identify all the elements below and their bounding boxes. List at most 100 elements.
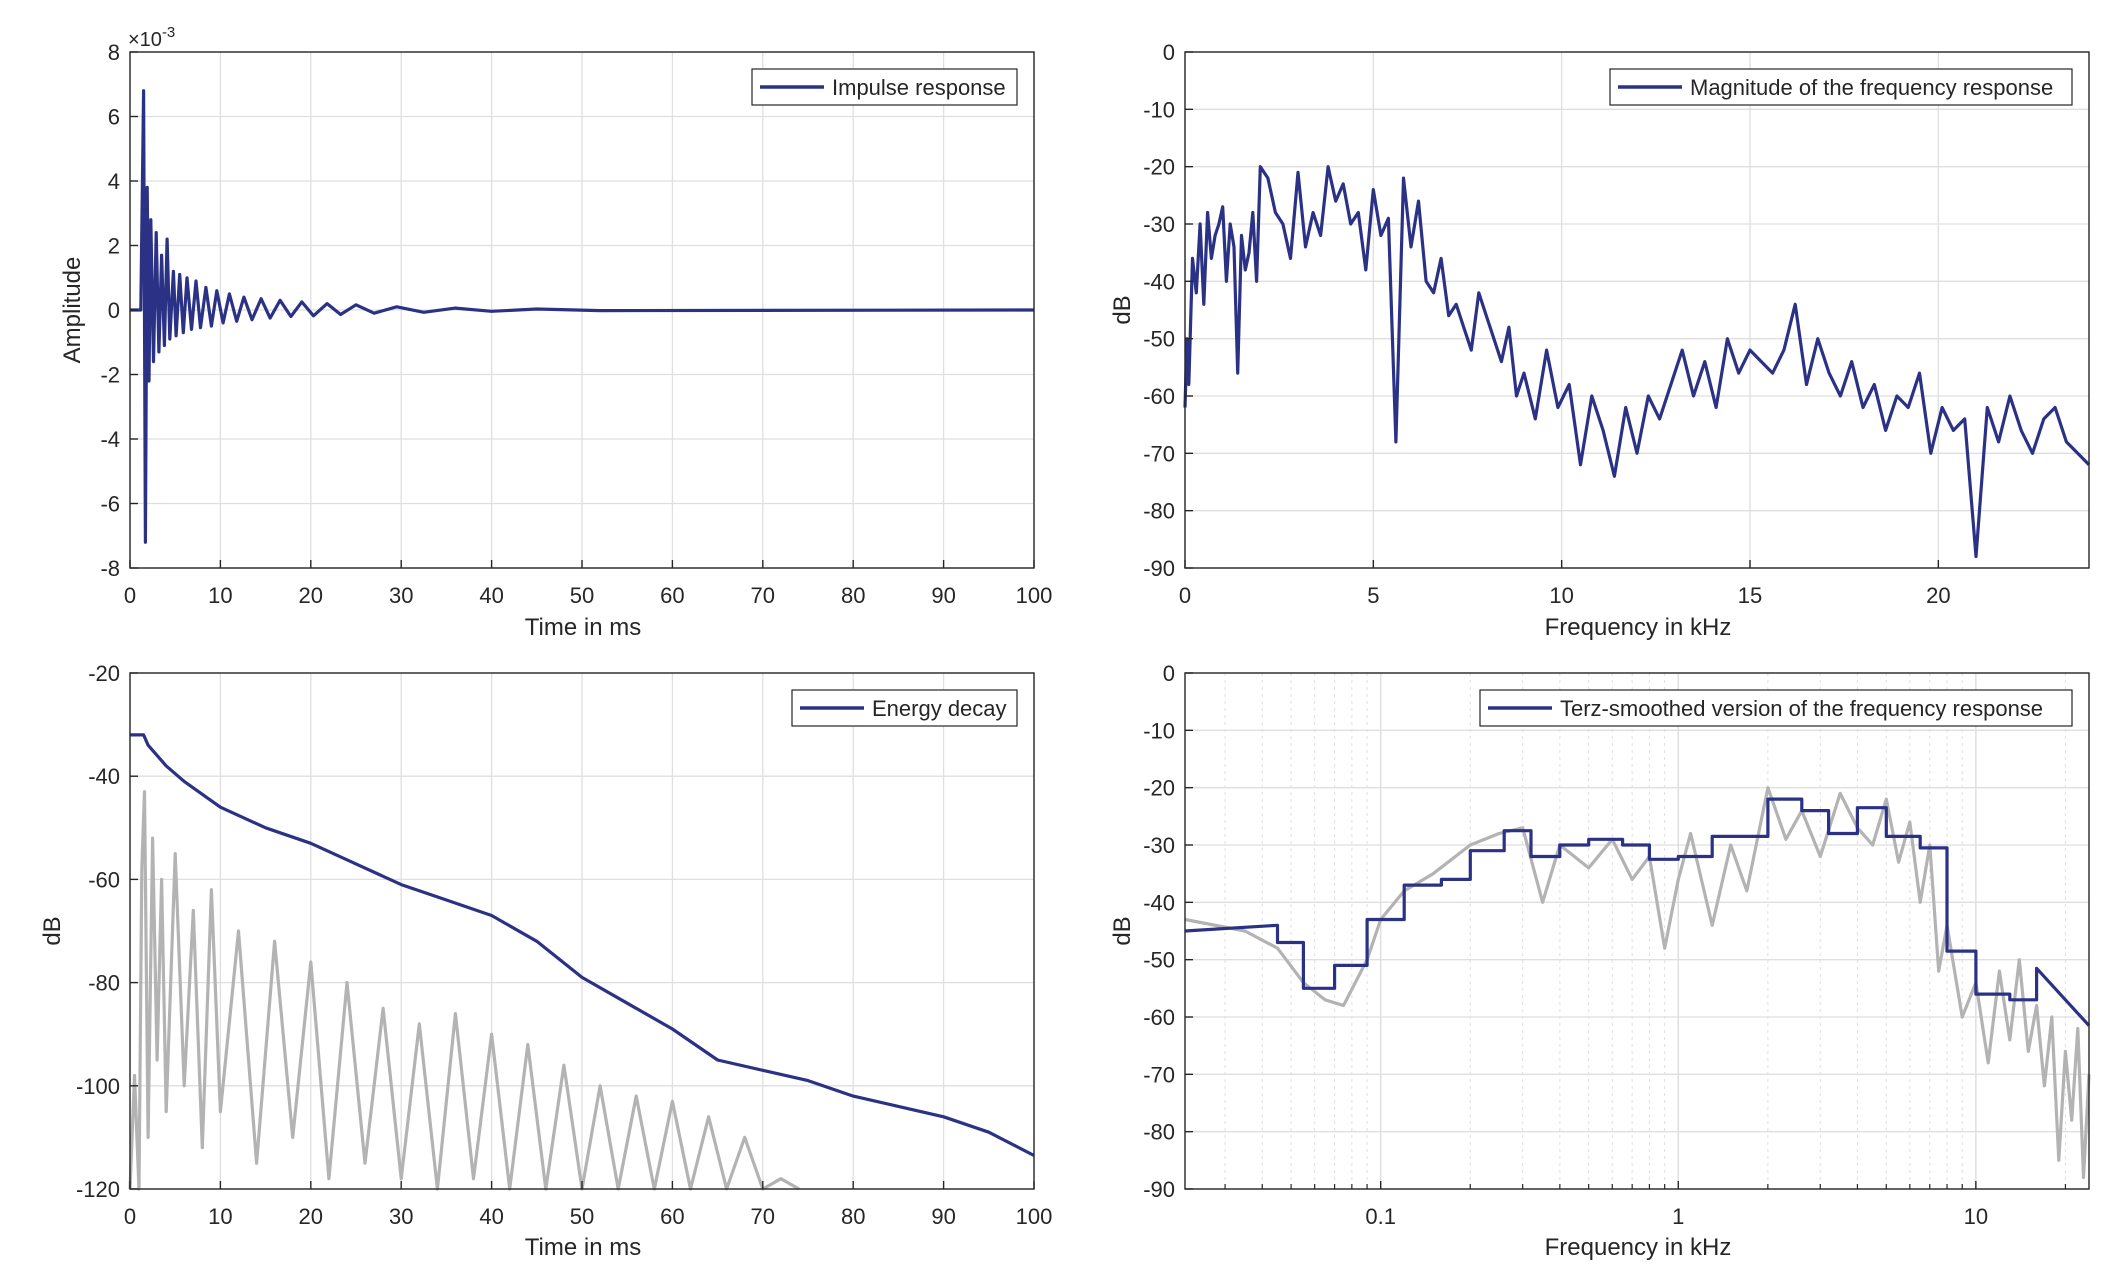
energy-series-line xyxy=(130,733,1035,1157)
y-tick-label: -60 xyxy=(1143,1005,1175,1030)
x-tick-label: 70 xyxy=(751,583,775,608)
magnitude-legend: Magnitude of the frequency response xyxy=(1609,68,2073,106)
y-tick-label: 0 xyxy=(1163,40,1175,65)
x-tick-label: 0 xyxy=(124,1204,136,1229)
y-tick-label: -8 xyxy=(100,556,120,581)
x-tick-label: 30 xyxy=(389,583,413,608)
y-tick-label: -20 xyxy=(1143,776,1175,801)
legend-label: Magnitude of the frequency response xyxy=(1690,75,2053,100)
x-tick-label: 30 xyxy=(389,1204,413,1229)
x-tick-label: 80 xyxy=(841,1204,865,1229)
x-tick-label: 60 xyxy=(660,1204,684,1229)
exponent-power: -3 xyxy=(162,24,175,41)
x-tick-label: 90 xyxy=(931,1204,955,1229)
y-tick-label: -40 xyxy=(1143,269,1175,294)
y-tick-label: 2 xyxy=(108,234,120,259)
x-tick-label: 60 xyxy=(660,583,684,608)
y-tick-label: -120 xyxy=(76,1177,120,1202)
y-tick-label: -60 xyxy=(1143,384,1175,409)
x-tick-label: 10 xyxy=(208,583,232,608)
energy-xlabel: Time in ms xyxy=(525,1234,641,1261)
y-tick-label: -80 xyxy=(1143,1120,1175,1145)
energy-ylabel: dB xyxy=(39,916,66,945)
y-tick-label: -90 xyxy=(1143,556,1175,581)
legend-label: Terz-smoothed version of the frequency r… xyxy=(1560,696,2043,721)
y-tick-label: -50 xyxy=(1143,948,1175,973)
y-tick-label: -70 xyxy=(1143,441,1175,466)
frequency-magnitude-panel: Frequency in kHz dB 0 5 10 15 20 0 -10 -20 -30 -4… xyxy=(1109,40,2091,641)
x-tick-label: 10 xyxy=(1964,1204,1988,1229)
terz-axes-box xyxy=(1184,672,2090,1190)
terz-smoothed-panel: Frequency in kHz dB 0.1 1 10 0 -10 -20 -30 -40 -… xyxy=(1109,661,2091,1261)
legend-box xyxy=(1609,68,2073,106)
x-tick-label: 5 xyxy=(1367,583,1379,608)
y-tick-label: 0 xyxy=(108,298,120,323)
x-tick-label: 10 xyxy=(1549,583,1573,608)
x-tick-label: 0 xyxy=(1179,583,1191,608)
terz-xlabel: Frequency in kHz xyxy=(1545,1234,1732,1261)
exponent-base: ×10 xyxy=(128,29,162,51)
x-tick-label: 20 xyxy=(1926,583,1950,608)
x-tick-label: 15 xyxy=(1738,583,1762,608)
energy-decay-panel: Time in ms dB 0 10 20 30 40 50 60 70 80 90 100 -20 -… xyxy=(39,661,1052,1261)
y-tick-label: -6 xyxy=(100,492,120,517)
y-tick-label: 8 xyxy=(108,40,120,65)
impulse-ylabel: Amplitude xyxy=(59,257,86,364)
terz-legend: Terz-smoothed version of the frequency r… xyxy=(1479,689,2073,727)
y-tick-label: -60 xyxy=(88,867,120,892)
x-tick-label: 100 xyxy=(1016,583,1053,608)
legend-box xyxy=(1479,689,2073,727)
energy-raw-series-line xyxy=(128,790,800,1191)
y-tick-label: -80 xyxy=(1143,499,1175,524)
legend-label: Energy decay xyxy=(872,696,1007,721)
x-tick-label: 20 xyxy=(299,1204,323,1229)
y-tick-label: -4 xyxy=(100,427,120,452)
x-tick-label: 40 xyxy=(479,1204,503,1229)
y-tick-label: -20 xyxy=(88,661,120,686)
y-tick-label: -90 xyxy=(1143,1177,1175,1202)
impulse-exponent-label: ×10-3 xyxy=(128,24,175,51)
terz-plot-area xyxy=(1185,673,2089,1189)
y-tick-label: -40 xyxy=(1143,890,1175,915)
impulse-response-panel: Time in ms Amplitude ×10-3 0 10 20 30 40 50 60… xyxy=(59,24,1052,641)
y-tick-label: -20 xyxy=(1143,155,1175,180)
y-tick-label: -30 xyxy=(1143,212,1175,237)
impulse-series-line xyxy=(130,89,1035,544)
magnitude-axes-box xyxy=(1184,51,2090,569)
y-tick-label: -50 xyxy=(1143,327,1175,352)
terz-series-line xyxy=(1184,797,2091,1027)
x-tick-label: 40 xyxy=(479,583,503,608)
y-tick-label: -40 xyxy=(88,764,120,789)
y-tick-label: -70 xyxy=(1143,1062,1175,1087)
x-tick-label: 80 xyxy=(841,583,865,608)
x-tick-label: 90 xyxy=(931,583,955,608)
x-tick-label: 50 xyxy=(570,1204,594,1229)
x-tick-label: 0.1 xyxy=(1365,1204,1396,1229)
magnitude-xlabel: Frequency in kHz xyxy=(1545,614,1732,641)
terz-ylabel: dB xyxy=(1109,916,1136,945)
impulse-xlabel: Time in ms xyxy=(525,614,641,641)
magnitude-plot-area xyxy=(1185,52,2089,568)
y-tick-label: -2 xyxy=(100,363,120,388)
y-tick-label: -80 xyxy=(88,971,120,996)
x-tick-label: 50 xyxy=(570,583,594,608)
y-tick-label: -10 xyxy=(1143,97,1175,122)
magnitude-series-line xyxy=(1183,165,2091,559)
legend-label: Impulse response xyxy=(832,75,1006,100)
x-tick-label: 70 xyxy=(751,1204,775,1229)
y-tick-label: -30 xyxy=(1143,833,1175,858)
magnitude-ylabel: dB xyxy=(1109,295,1136,324)
x-tick-label: 100 xyxy=(1016,1204,1053,1229)
x-tick-label: 1 xyxy=(1672,1204,1684,1229)
y-tick-label: 4 xyxy=(108,169,120,194)
y-tick-label: 0 xyxy=(1163,661,1175,686)
y-tick-label: -10 xyxy=(1143,718,1175,743)
x-tick-label: 20 xyxy=(299,583,323,608)
y-tick-label: -100 xyxy=(76,1074,120,1099)
energy-legend: Energy decay xyxy=(791,689,1018,727)
impulse-legend: Impulse response xyxy=(751,68,1018,106)
x-tick-label: 0 xyxy=(124,583,136,608)
y-tick-label: 6 xyxy=(108,105,120,130)
